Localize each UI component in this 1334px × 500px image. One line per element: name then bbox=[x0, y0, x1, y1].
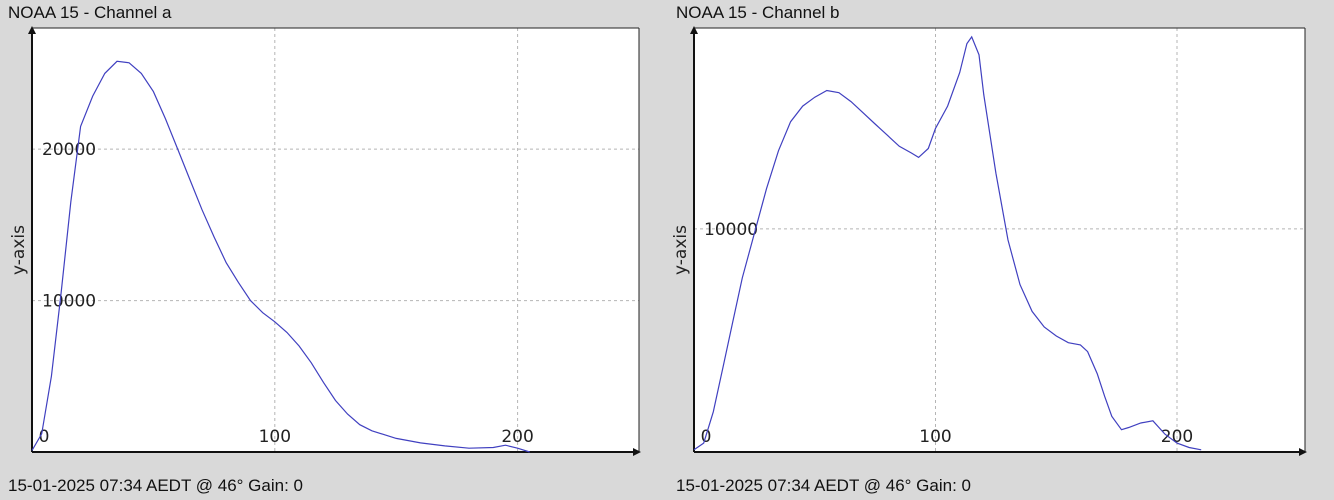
plot-area bbox=[32, 28, 639, 452]
status-line: 15-01-2025 07:34 AEDT @ 46° Gain: 0 bbox=[8, 476, 303, 495]
y-tick-label: 10000 bbox=[42, 292, 96, 312]
chart-plot: 0 100 200 10000 20000 y-axis bbox=[9, 26, 641, 456]
y-axis-label: y-axis bbox=[9, 225, 29, 275]
chart-panel-a: NOAA 15 - Channel a 0 100 200 10000 20000 y-a… bbox=[8, 0, 648, 500]
y-axis-label: y-axis bbox=[671, 225, 691, 275]
x-tick-label: 0 bbox=[39, 427, 50, 447]
x-tick-label: 100 bbox=[919, 427, 951, 447]
y-tick-label: 10000 bbox=[704, 220, 758, 240]
x-axis-arrow bbox=[1299, 448, 1307, 456]
series-line bbox=[31, 60, 530, 453]
chart-title: NOAA 15 - Channel a bbox=[8, 3, 172, 22]
y-axis-arrow bbox=[28, 26, 36, 34]
x-tick-label: 200 bbox=[1161, 427, 1193, 447]
series-line bbox=[693, 35, 1202, 451]
chart-title: NOAA 15 - Channel b bbox=[676, 3, 840, 22]
y-axis-arrow bbox=[690, 26, 698, 34]
plot-area bbox=[694, 28, 1305, 452]
x-tick-label: 200 bbox=[501, 427, 533, 447]
status-line: 15-01-2025 07:34 AEDT @ 46° Gain: 0 bbox=[676, 476, 971, 495]
x-axis-arrow bbox=[633, 448, 641, 456]
y-tick-label: 20000 bbox=[42, 140, 96, 160]
chart-panel-b: NOAA 15 - Channel b 0 100 200 10000 y-axis 1… bbox=[671, 0, 1316, 500]
x-tick-label: 100 bbox=[259, 427, 291, 447]
